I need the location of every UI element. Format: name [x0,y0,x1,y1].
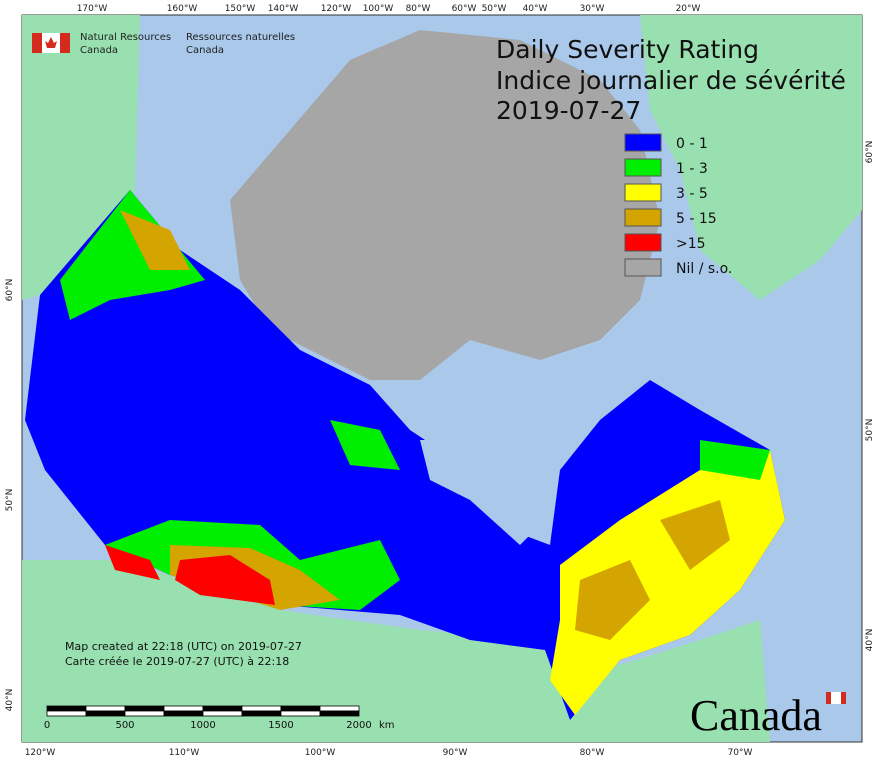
graticule-label: 80°W [580,748,605,758]
agency-en: Natural Resources [80,32,171,43]
graticule-label: 120°W [321,4,352,14]
graticule-label: 150°W [225,4,256,14]
scale-bar-label: 2000 [346,720,371,731]
credit: Map created at 22:18 (UTC) on 2019-07-27 [65,640,302,653]
scale-bar-segment [319,705,360,712]
legend-swatch [624,258,662,277]
severity-5-15-north [120,210,190,270]
severity-high-prairie [175,555,275,605]
graticule-label: 70°W [728,748,753,758]
scale-bar-segment [280,705,321,712]
agency-fr: Ressources naturelles [186,32,295,43]
graticule-label: 90°W [443,748,468,758]
scale-bar-segment [46,710,87,717]
legend-swatch [624,158,662,177]
graticule-label: 40°W [523,4,548,14]
graticule-label: 60°N [865,141,875,164]
wordmark: Canada [690,691,822,740]
graticule-label: 100°W [363,4,394,14]
graticule-label: 40°N [865,629,875,652]
title: Daily Severity Rating [496,35,759,64]
legend-swatch [624,233,662,252]
graticule-label: 30°W [580,4,605,14]
graticule-label: 50°N [865,419,875,442]
severity-high-bc [105,545,160,580]
legend-label: 3 - 5 [676,186,708,202]
scale-bar-segment [85,705,126,712]
legend-swatch [624,133,662,152]
severity-5-15-east [575,500,730,640]
scale-bar-segment [163,710,204,717]
graticule-label: 160°W [167,4,198,14]
graticule-label: 60°N [5,279,15,302]
graticule-label: 50°N [5,489,15,512]
date: 2019-07-27 [496,96,641,125]
scale-bar-segment [202,705,243,712]
legend-label: Nil / s.o. [676,261,732,277]
severity-1-3-misc [330,420,770,480]
scale-bar-unit: km [379,720,395,731]
scale-bar-segment [85,710,126,717]
graticule-label: 20°W [676,4,701,14]
graticule-label: 50°W [482,4,507,14]
scale-bar-label: 500 [115,720,134,731]
graticule-label: 140°W [268,4,299,14]
scale-bar-segment [163,705,204,712]
scale-bar-segment [241,705,282,712]
hudson-bay [420,440,545,545]
graticule-label: 40°N [5,689,15,712]
scale-bar-segment [46,705,87,712]
credit: Carte créée le 2019-07-27 (UTC) à 22:18 [65,655,289,668]
scale-bar-segment [124,705,165,712]
graticule-label: 110°W [169,748,200,758]
scale-bar-label: 1500 [268,720,293,731]
arctic-no-data [230,30,660,380]
severity-1-3-north [60,190,205,320]
graticule-label: 80°W [406,4,431,14]
graticule-label: 120°W [25,748,56,758]
graticule-label: 60°W [452,4,477,14]
agency-en: Canada [80,45,118,56]
agency-fr: Canada [186,45,224,56]
graticule-label: 170°W [77,4,108,14]
land [22,15,862,742]
scale-bar-segment [124,710,165,717]
scale-bar-segment [241,710,282,717]
severity-3-5-east [550,450,785,715]
graticule-label: 100°W [305,748,336,758]
legend-swatch [624,208,662,227]
agency-flag [32,33,70,53]
legend-label: 1 - 3 [676,161,708,177]
scale-bar-label: 0 [44,720,50,731]
legend-label: 5 - 15 [676,211,717,227]
legend-label: >15 [676,236,706,252]
title-fr: Indice journalier de sévérité [496,66,846,95]
wordmark-flag [826,692,846,704]
legend-swatch [624,183,662,202]
scale-bar-segment [202,710,243,717]
scale-bar-label: 1000 [190,720,215,731]
legend-label: 0 - 1 [676,136,708,152]
scale-bar-segment [280,710,321,717]
scale-bar-segment [319,710,360,717]
